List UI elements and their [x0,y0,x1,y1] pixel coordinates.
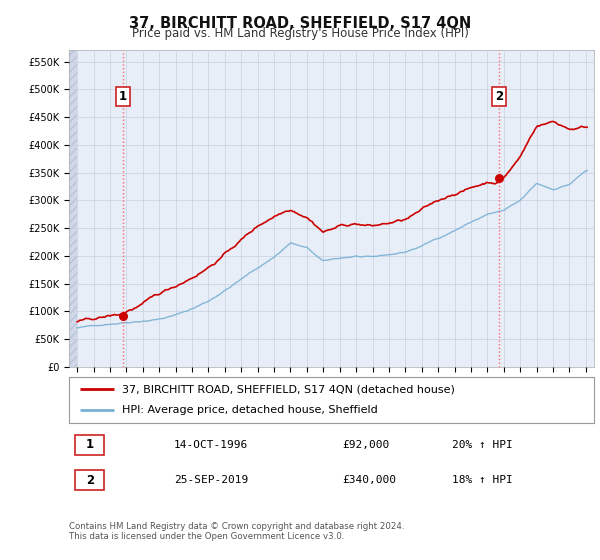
Text: HPI: Average price, detached house, Sheffield: HPI: Average price, detached house, Shef… [121,405,377,416]
Text: 14-OCT-1996: 14-OCT-1996 [174,440,248,450]
Text: 2: 2 [86,474,94,487]
FancyBboxPatch shape [76,470,104,490]
Text: Price paid vs. HM Land Registry's House Price Index (HPI): Price paid vs. HM Land Registry's House … [131,27,469,40]
Text: 37, BIRCHITT ROAD, SHEFFIELD, S17 4QN (detached house): 37, BIRCHITT ROAD, SHEFFIELD, S17 4QN (d… [121,384,454,394]
FancyBboxPatch shape [76,435,104,455]
Text: £92,000: £92,000 [342,440,389,450]
Text: 20% ↑ HPI: 20% ↑ HPI [452,440,513,450]
Text: 1: 1 [86,438,94,451]
Bar [69,50,77,367]
Text: 2: 2 [495,90,503,103]
Text: 25-SEP-2019: 25-SEP-2019 [174,475,248,485]
Text: 37, BIRCHITT ROAD, SHEFFIELD, S17 4QN: 37, BIRCHITT ROAD, SHEFFIELD, S17 4QN [129,16,471,31]
Text: £340,000: £340,000 [342,475,396,485]
Text: 1: 1 [119,90,127,103]
Text: 18% ↑ HPI: 18% ↑ HPI [452,475,513,485]
Text: Contains HM Land Registry data © Crown copyright and database right 2024.
This d: Contains HM Land Registry data © Crown c… [69,522,404,542]
